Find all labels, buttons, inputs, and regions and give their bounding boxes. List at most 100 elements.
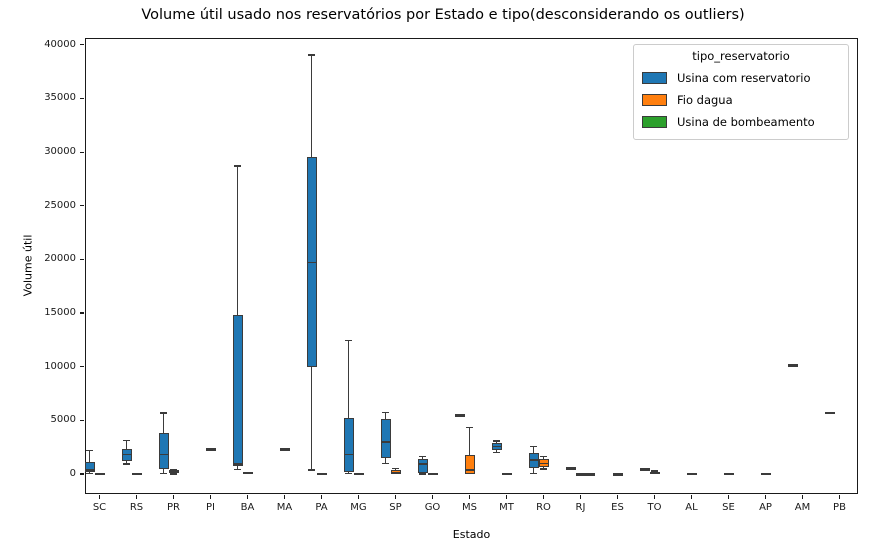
upper-whisker: [88, 450, 91, 463]
upper-whisker-cap: [651, 470, 658, 472]
box-pr: [158, 433, 169, 470]
legend: tipo_reservatorio Usina com reservatorio…: [633, 44, 849, 140]
median-line: [686, 472, 697, 475]
box-ms: [464, 455, 475, 474]
legend-entry-label: Fio dagua: [677, 93, 733, 107]
lower-whisker-cap: [382, 462, 390, 464]
upper-whisker: [468, 427, 471, 455]
x-tick-label: RJ: [575, 502, 586, 513]
y-tick-mark: [80, 205, 84, 207]
y-tick-label: 20000: [44, 253, 76, 265]
upper-whisker: [495, 441, 498, 444]
x-tick-label: GO: [424, 502, 441, 513]
lower-whisker-cap: [308, 469, 316, 471]
x-tick-mark: [838, 495, 841, 499]
legend-entry: Fio dagua: [642, 89, 840, 111]
lower-whisker-cap: [419, 473, 427, 475]
upper-whisker: [542, 456, 545, 459]
x-tick-mark: [727, 495, 730, 499]
upper-whisker-cap: [530, 445, 538, 448]
median-line: [279, 448, 290, 450]
x-tick-mark: [357, 495, 360, 499]
median-line: [306, 261, 317, 264]
x-tick-label: TO: [647, 502, 662, 513]
upper-whisker-cap: [382, 411, 390, 414]
upper-whisker-cap: [466, 427, 473, 429]
y-tick-label: 35000: [44, 92, 76, 104]
x-tick-mark: [135, 495, 138, 499]
median-line: [343, 453, 354, 456]
lower-whisker: [384, 458, 387, 464]
lower-whisker-cap: [530, 472, 538, 474]
legend-entry: Usina com reservatorio: [642, 67, 840, 89]
x-tick-label: RS: [129, 502, 144, 513]
x-tick-mark: [468, 495, 471, 499]
legend-swatch-icon: [642, 72, 667, 84]
x-tick-label: PR: [167, 502, 180, 513]
x-tick-label: PI: [206, 502, 215, 513]
median-line: [501, 472, 512, 475]
x-tick-mark: [209, 495, 212, 499]
legend-swatch-icon: [642, 116, 667, 128]
median-line: [353, 472, 364, 475]
y-axis-label: Volume útil: [21, 234, 35, 297]
lower-whisker: [125, 460, 128, 464]
legend-entries: Usina com reservatorio Fio dagua Usina de …: [642, 67, 840, 133]
legend-title: tipo_reservatorio: [692, 49, 790, 63]
median-line: [205, 448, 216, 450]
median-line: [316, 472, 327, 475]
median-line: [380, 441, 391, 444]
median-line: [427, 472, 438, 475]
lower-whisker-cap: [170, 473, 177, 475]
median-line: [242, 472, 253, 474]
lower-whisker-cap: [493, 451, 501, 454]
x-axis-label: Estado: [452, 528, 491, 541]
median-line: [612, 472, 623, 475]
median-line: [760, 472, 771, 475]
y-tick-mark: [80, 258, 84, 260]
lower-whisker-cap: [234, 468, 242, 470]
x-tick-mark: [431, 495, 434, 499]
x-tick-mark: [394, 495, 397, 499]
median-line: [454, 414, 465, 416]
median-line: [824, 411, 835, 414]
x-tick-label: BA: [240, 502, 255, 513]
lower-whisker: [310, 366, 313, 471]
lower-whisker-cap: [540, 468, 547, 470]
y-tick-label: 0: [69, 467, 76, 479]
median-line: [158, 453, 169, 456]
y-tick-mark: [80, 97, 84, 100]
lower-whisker-cap: [86, 472, 94, 474]
x-tick-label: PA: [315, 502, 328, 513]
median-line: [575, 472, 586, 475]
median-line: [84, 468, 95, 471]
median-line: [232, 463, 243, 466]
x-tick-label: SE: [722, 502, 735, 513]
median-line: [168, 471, 179, 473]
lower-whisker: [162, 469, 165, 474]
x-tick-label: AP: [759, 502, 772, 513]
median-line: [565, 467, 576, 469]
y-tick-mark: [80, 419, 84, 421]
box-ro: [528, 453, 539, 469]
upper-whisker-cap: [493, 440, 501, 442]
box-sp: [380, 419, 391, 459]
lower-whisker: [542, 466, 545, 469]
x-tick-label: AM: [794, 502, 811, 513]
upper-whisker-cap: [419, 456, 427, 458]
x-tick-mark: [320, 495, 323, 499]
lower-whisker: [236, 465, 239, 470]
chart-title: Volume útil usado nos reservatórios por …: [141, 7, 745, 23]
upper-whisker-cap: [123, 439, 131, 442]
y-tick-label: 5000: [50, 414, 76, 426]
x-tick-label: MT: [499, 502, 514, 513]
median-line: [491, 445, 502, 448]
x-tick-mark: [653, 495, 656, 499]
median-line: [94, 472, 105, 475]
upper-whisker: [310, 55, 313, 158]
y-tick-label: 40000: [44, 38, 76, 50]
lower-whisker: [495, 450, 498, 453]
lower-whisker-cap: [345, 472, 353, 475]
y-tick-mark: [80, 473, 84, 475]
